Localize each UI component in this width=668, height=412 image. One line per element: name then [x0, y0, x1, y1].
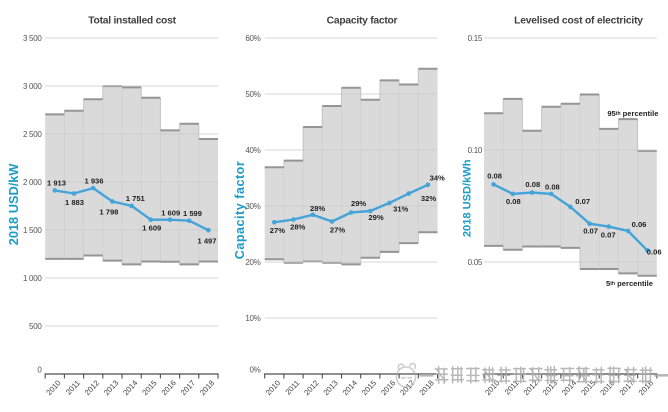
svg-text:95th percentile: 95th percentile: [607, 109, 658, 118]
svg-text:27%: 27%: [270, 226, 285, 235]
svg-text:34%: 34%: [430, 174, 445, 183]
svg-text:50%: 50%: [245, 90, 260, 99]
svg-text:2018 USD/kW: 2018 USD/kW: [6, 163, 21, 246]
svg-text:30%: 30%: [245, 202, 260, 211]
svg-text:0.06: 0.06: [632, 220, 647, 229]
svg-text:0.10: 0.10: [468, 146, 483, 155]
svg-text:29%: 29%: [351, 199, 366, 208]
svg-text:2 000: 2 000: [23, 178, 42, 187]
svg-text:0.08: 0.08: [545, 182, 560, 191]
svg-text:40%: 40%: [245, 146, 260, 155]
svg-text:29%: 29%: [368, 213, 383, 222]
svg-text:0.06: 0.06: [647, 248, 662, 257]
svg-text:10%: 10%: [245, 314, 260, 323]
svg-text:1 913: 1 913: [47, 178, 66, 187]
svg-text:2 500: 2 500: [23, 130, 42, 139]
svg-text:31%: 31%: [393, 205, 408, 214]
svg-text:Capacity factor: Capacity factor: [233, 161, 247, 260]
svg-text:0.05: 0.05: [468, 258, 483, 267]
svg-text:0.15: 0.15: [468, 34, 483, 43]
svg-text:5th percentile: 5th percentile: [606, 279, 653, 288]
svg-text:0%: 0%: [250, 365, 261, 374]
svg-text:28%: 28%: [310, 204, 325, 213]
svg-text:20%: 20%: [245, 258, 260, 267]
svg-text:500: 500: [29, 322, 42, 331]
svg-text:60%: 60%: [245, 34, 260, 43]
svg-text:1 500: 1 500: [23, 226, 42, 235]
svg-text:1 883: 1 883: [65, 198, 84, 207]
svg-text:0.08: 0.08: [487, 172, 502, 181]
svg-text:1 751: 1 751: [126, 194, 146, 203]
svg-text:3 500: 3 500: [23, 34, 42, 43]
svg-text:1 497: 1 497: [197, 236, 216, 245]
svg-text:0.07: 0.07: [583, 227, 598, 236]
svg-text:0.08: 0.08: [525, 180, 540, 189]
svg-text:Levelised cost of electricity: Levelised cost of electricity: [514, 15, 643, 26]
svg-text:0.08: 0.08: [506, 197, 521, 206]
svg-text:0.07: 0.07: [601, 230, 616, 239]
svg-text:3 000: 3 000: [23, 82, 42, 91]
svg-text:1 936: 1 936: [84, 176, 103, 185]
svg-text:1 609: 1 609: [161, 208, 180, 217]
svg-text:1 000: 1 000: [23, 274, 42, 283]
svg-text:0: 0: [37, 366, 42, 375]
svg-text:1 798: 1 798: [99, 207, 118, 216]
svg-text:1 599: 1 599: [183, 209, 202, 218]
svg-text:28%: 28%: [290, 223, 305, 232]
svg-text:1 609: 1 609: [142, 224, 161, 233]
svg-text:32%: 32%: [421, 194, 436, 203]
svg-text:2018 USD/kWh: 2018 USD/kWh: [462, 159, 474, 237]
svg-text:Capacity factor: Capacity factor: [327, 15, 398, 26]
svg-text:Total installed cost: Total installed cost: [88, 15, 176, 26]
svg-text:27%: 27%: [330, 226, 345, 235]
svg-text:0.07: 0.07: [575, 197, 590, 206]
